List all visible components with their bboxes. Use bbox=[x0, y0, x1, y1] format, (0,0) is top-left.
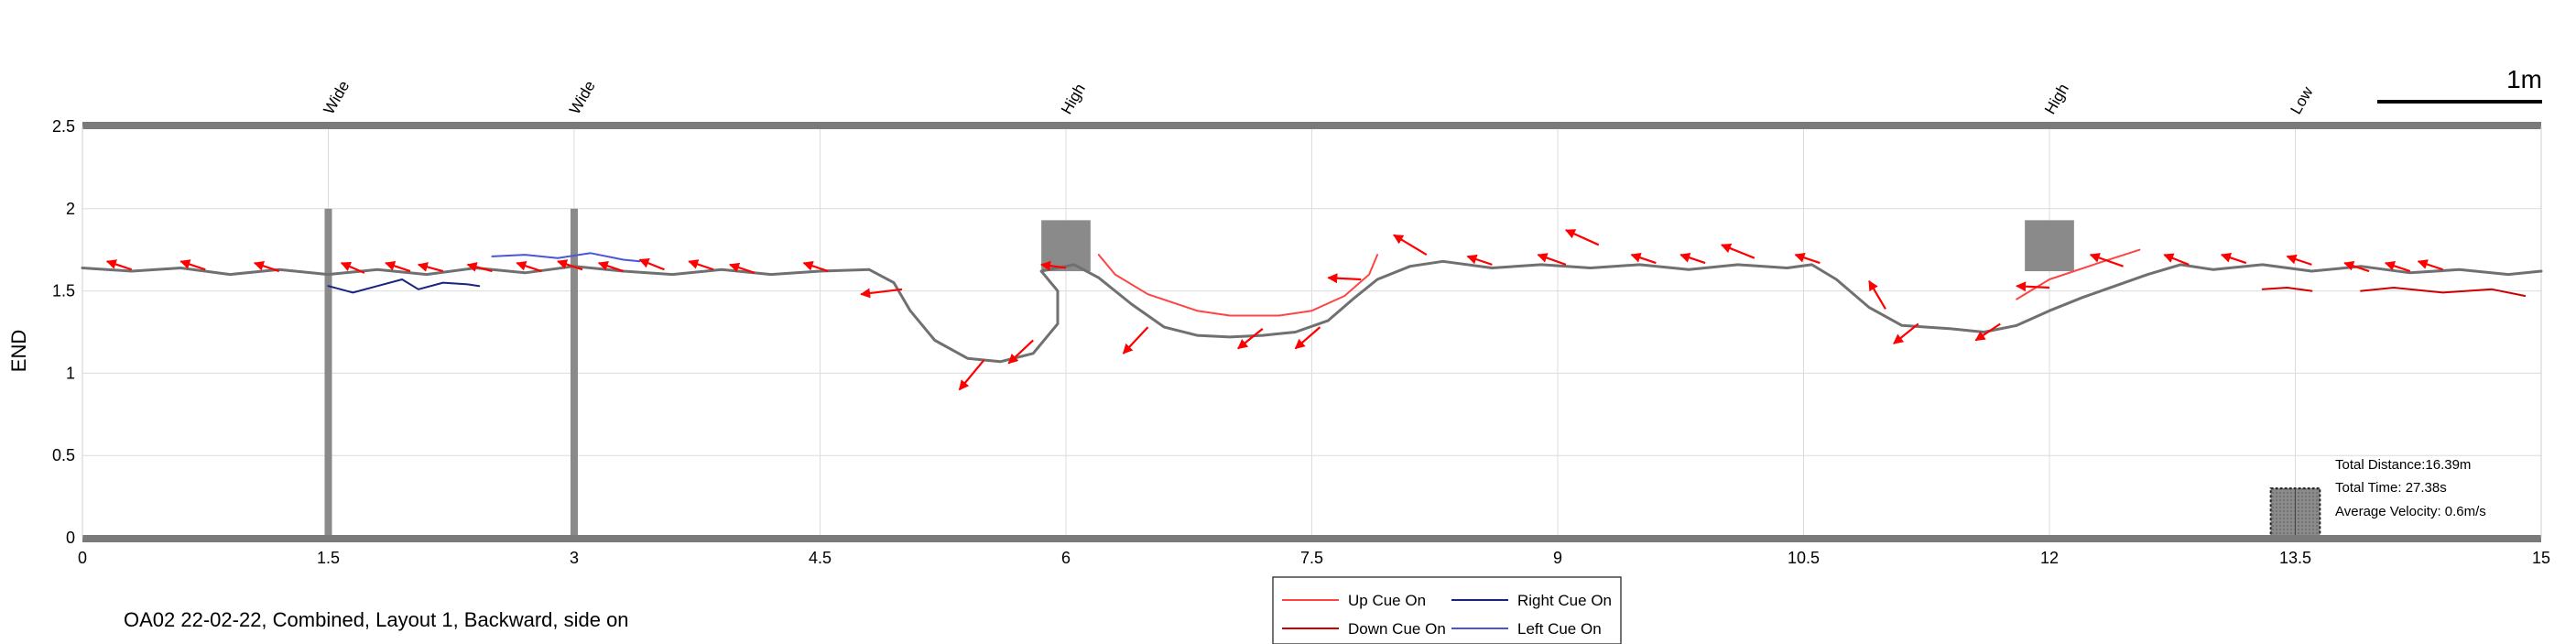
direction-arrow bbox=[688, 259, 714, 271]
legend-label-right: Right Cue On bbox=[1517, 592, 1612, 609]
x-tick-label: 9 bbox=[1553, 549, 1562, 567]
series-line bbox=[327, 278, 481, 294]
direction-arrow bbox=[729, 262, 755, 274]
direction-arrow bbox=[179, 259, 206, 271]
direction-arrow bbox=[1893, 322, 1919, 344]
direction-arrow bbox=[1679, 253, 1706, 265]
direction-arrow bbox=[1237, 328, 1264, 350]
grid bbox=[82, 126, 2542, 539]
obstacle-label: High bbox=[2041, 81, 2072, 117]
pole-obstacle bbox=[571, 208, 578, 539]
direction-arrow bbox=[516, 260, 542, 273]
direction-arrow bbox=[385, 260, 411, 273]
direction-arrow bbox=[1122, 326, 1149, 355]
direction-arrow bbox=[1007, 339, 1034, 365]
scale-bar-label: 1m bbox=[2506, 65, 2542, 93]
obstacle-label: High bbox=[1058, 81, 1089, 117]
direction-arrow bbox=[1040, 260, 1067, 271]
block-obstacle bbox=[2025, 220, 2074, 272]
y-tick-label: 2 bbox=[66, 200, 75, 218]
direction-arrow bbox=[2417, 259, 2443, 271]
obstacle-label: Low bbox=[2288, 83, 2317, 117]
bottom-border-bar bbox=[82, 535, 2541, 542]
direction-arrow bbox=[1294, 326, 1321, 350]
x-tick-label: 7.5 bbox=[1300, 549, 1323, 567]
direction-arrow bbox=[1720, 243, 1755, 259]
direction-arrow bbox=[1393, 234, 1428, 257]
figure-caption: OA02 22-02-22, Combined, Layout 1, Backw… bbox=[124, 608, 629, 631]
x-tick-label: 0 bbox=[78, 549, 87, 567]
y-axis-label: END bbox=[7, 330, 30, 372]
labels: 0 1.5 3 4.5 6 7.5 9 10.5 12 13.5 15 0 0.5 1 1.5 2 2.5 Wid… bbox=[52, 78, 2550, 567]
direction-arrow bbox=[2220, 253, 2247, 265]
legend-label-up: Up Cue On bbox=[1348, 592, 1426, 609]
direction-arrow bbox=[1630, 253, 1657, 265]
obstacles bbox=[324, 208, 2321, 539]
direction-arrow bbox=[1537, 253, 1567, 266]
pole-obstacle bbox=[324, 208, 332, 539]
series-line bbox=[491, 252, 641, 263]
y-tick-label: 0 bbox=[66, 529, 75, 547]
series-line bbox=[2360, 287, 2527, 297]
direction-arrow bbox=[2384, 260, 2411, 273]
x-tick-label: 10.5 bbox=[1788, 549, 1820, 567]
y-tick-label: 0.5 bbox=[52, 446, 75, 464]
direction-arrow bbox=[2089, 253, 2124, 267]
direction-arrow bbox=[802, 260, 829, 273]
axes bbox=[82, 122, 2542, 542]
direction-arrow bbox=[1466, 254, 1493, 266]
series-line bbox=[2261, 287, 2313, 292]
legend: Up Cue On Right Cue On Down Cue On Left … bbox=[1272, 576, 1622, 644]
total-distance: Total Distance:16.39m bbox=[2335, 457, 2471, 473]
direction-arrow bbox=[1868, 279, 1886, 310]
series-line bbox=[81, 259, 2543, 364]
direction-arrow bbox=[340, 261, 365, 274]
x-tick-label: 1.5 bbox=[317, 549, 340, 567]
y-tick-label: 1.5 bbox=[52, 282, 75, 300]
x-tick-label: 13.5 bbox=[2279, 549, 2311, 567]
x-tick-label: 12 bbox=[2040, 549, 2059, 567]
direction-arrow bbox=[1564, 229, 1600, 246]
direction-arrow bbox=[638, 258, 665, 271]
scale-bar: 1m bbox=[2377, 65, 2542, 104]
direction-arrow bbox=[1974, 322, 2001, 342]
obstacle-label: Wide bbox=[321, 78, 353, 117]
direction-arrow bbox=[417, 262, 444, 273]
stats-box: Total Distance:16.39m Total Time: 27.38s… bbox=[2335, 457, 2486, 519]
x-tick-label: 15 bbox=[2532, 549, 2550, 567]
obstacle-label: Wide bbox=[566, 78, 599, 117]
block-obstacle bbox=[1041, 220, 1091, 272]
direction-arrow bbox=[2286, 254, 2312, 266]
series bbox=[81, 248, 2543, 364]
direction-arrow bbox=[2016, 281, 2050, 292]
total-time: Total Time: 27.38s bbox=[2335, 480, 2447, 496]
direction-arrow bbox=[860, 288, 903, 299]
direction-arrow bbox=[105, 259, 133, 271]
direction-arrow bbox=[2163, 253, 2190, 266]
x-tick-label: 4.5 bbox=[809, 549, 831, 567]
direction-arrow bbox=[1327, 273, 1362, 284]
series-line bbox=[1097, 254, 1379, 317]
direction-arrow bbox=[1794, 253, 1821, 265]
series-line bbox=[2016, 248, 2141, 300]
legend-label-down: Down Cue On bbox=[1348, 620, 1446, 638]
direction-arrow bbox=[466, 262, 493, 273]
legend-box bbox=[1272, 576, 1622, 644]
direction-arrow bbox=[958, 359, 985, 391]
x-tick-label: 6 bbox=[1061, 549, 1071, 567]
x-tick-label: 3 bbox=[570, 549, 579, 567]
direction-arrow bbox=[253, 260, 280, 273]
direction-arrows bbox=[105, 229, 2443, 391]
direction-arrow bbox=[2343, 260, 2370, 273]
direction-arrow bbox=[597, 260, 625, 273]
legend-label-left: Left Cue On bbox=[1517, 620, 1602, 638]
top-border-bar bbox=[82, 122, 2541, 129]
y-tick-label: 2.5 bbox=[52, 117, 75, 136]
average-velocity: Average Velocity: 0.6m/s bbox=[2335, 504, 2486, 519]
direction-arrow bbox=[557, 259, 583, 271]
y-tick-label: 1 bbox=[66, 364, 75, 382]
